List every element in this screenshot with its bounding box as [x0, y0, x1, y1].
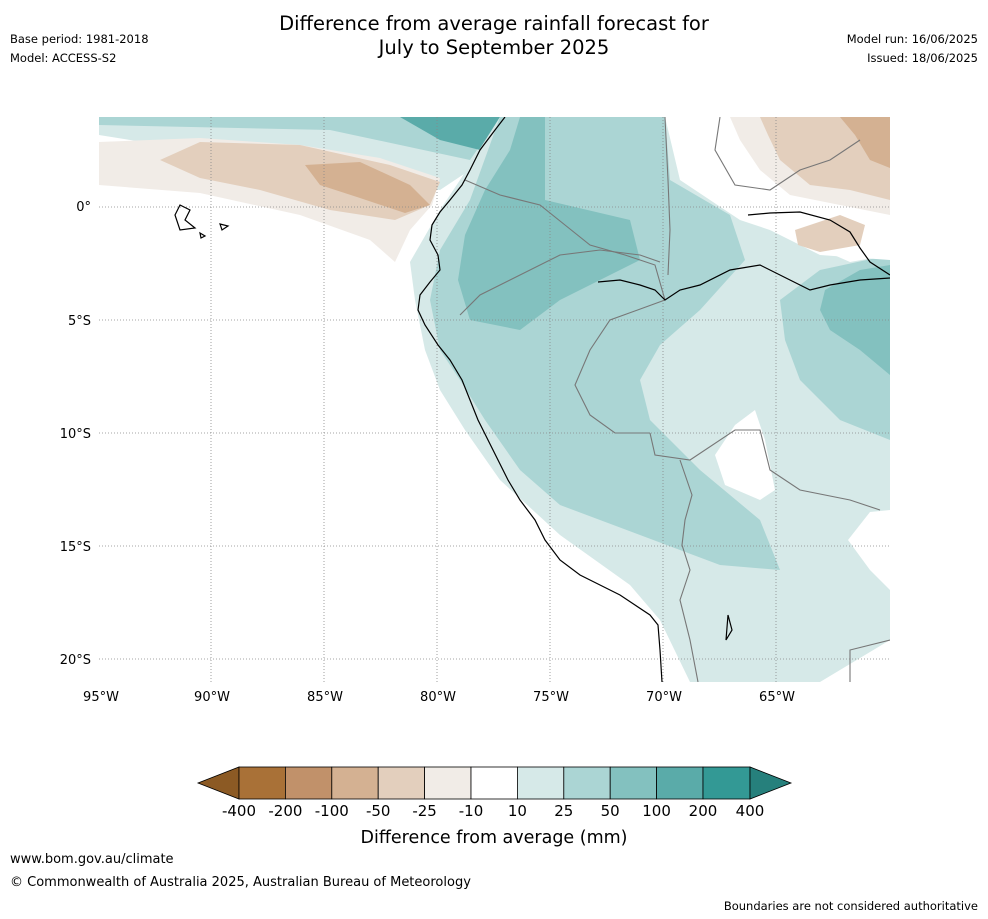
legend-bin-6 — [470, 766, 518, 800]
legend-bin-2 — [284, 766, 333, 800]
legend-title: Difference from average (mm) — [360, 828, 627, 848]
legend-bin-7 — [517, 766, 565, 800]
legend-bin-1 — [238, 766, 286, 800]
legend-tick-label: 100 — [642, 802, 671, 820]
lat-label-20s: 20°S — [60, 653, 91, 668]
legend-arrow-high — [749, 766, 793, 800]
legend-bin-11 — [702, 766, 751, 800]
legend-bin-3 — [331, 766, 379, 800]
lat-label-15s: 15°S — [60, 540, 91, 555]
lon-label-65w: 65°W — [759, 690, 795, 705]
rainfall-band-50-100-land — [458, 117, 640, 330]
rainfall-band-minus50-100-northeast — [840, 117, 890, 168]
footer-website[interactable]: www.bom.gov.au/climate — [10, 852, 174, 867]
rainfall-band-neutral-bolivia — [848, 510, 890, 590]
lon-label-90w: 90°W — [194, 690, 230, 705]
issued-text: Issued: 18/06/2025 — [867, 51, 978, 65]
country-borders — [459, 117, 890, 682]
legend-tick-label: -200 — [268, 802, 302, 820]
map-graticule — [99, 117, 890, 682]
rainfall-band-25-50-north — [99, 117, 500, 160]
legend-tick-label: -10 — [459, 802, 484, 820]
lon-label-85w: 85°W — [307, 690, 343, 705]
legend-tick-label: 400 — [736, 802, 765, 820]
rainfall-band-neutral-peru-east — [715, 410, 775, 500]
lat-label-5s: 5°S — [68, 314, 91, 329]
header-meta-left: Base period: 1981-2018 Model: ACCESS-S2 — [10, 30, 149, 68]
lat-label-10s: 10°S — [60, 427, 91, 442]
lon-label-95w: 95°W — [83, 690, 119, 705]
latitude-labels: 0° 5°S 10°S 15°S 20°S — [60, 200, 91, 668]
legend-bin-5 — [424, 766, 472, 800]
page-title: Difference from average rainfall forecas… — [0, 12, 988, 60]
model-text: Model: ACCESS-S2 — [10, 51, 117, 65]
lon-label-75w: 75°W — [533, 690, 569, 705]
header-meta-right: Model run: 16/06/2025 Issued: 18/06/2025 — [847, 30, 978, 68]
rainfall-band-100-200-north — [400, 117, 500, 150]
legend-tick-label: 50 — [601, 802, 620, 820]
legend-bin-8 — [563, 766, 611, 800]
legend-bin-10 — [656, 766, 704, 800]
rainfall-band-minus50-100-north — [305, 162, 430, 213]
lon-label-70w: 70°W — [646, 690, 682, 705]
legend-tick-label: 25 — [554, 802, 573, 820]
footer-copyright: © Commonwealth of Australia 2025, Austra… — [10, 875, 471, 890]
legend-tick-label: 200 — [689, 802, 718, 820]
title-line-1: Difference from average rainfall forecas… — [279, 12, 709, 35]
lat-label-0: 0° — [76, 200, 91, 215]
coastlines — [174, 117, 890, 682]
model-run-text: Model run: 16/06/2025 — [846, 32, 978, 46]
legend-tick-label: 10 — [508, 802, 527, 820]
base-period-text: Base period: 1981-2018 — [10, 32, 149, 46]
map-area — [99, 117, 890, 682]
legend-colorbar — [196, 766, 793, 800]
title-line-2: July to September 2025 — [378, 36, 610, 59]
footer-disclaimer: Boundaries are not considered authoritat… — [723, 899, 978, 913]
lon-label-80w: 80°W — [420, 690, 456, 705]
legend-tick-label: -50 — [366, 802, 391, 820]
legend-tick-label: -25 — [412, 802, 437, 820]
legend-arrow-low — [196, 766, 240, 800]
legend-tick-labels: -400 -200 -100 -50 -25 -10 10 25 50 100 … — [222, 802, 764, 820]
rainfall-band-minus25-50-colombia-east — [795, 215, 865, 252]
legend-bin-9 — [609, 766, 658, 800]
legend-tick-label: -100 — [315, 802, 349, 820]
legend-bin-4 — [377, 766, 426, 800]
legend-tick-label: -400 — [222, 802, 256, 820]
longitude-labels: 95°W 90°W 85°W 80°W 75°W 70°W 65°W — [83, 690, 795, 705]
